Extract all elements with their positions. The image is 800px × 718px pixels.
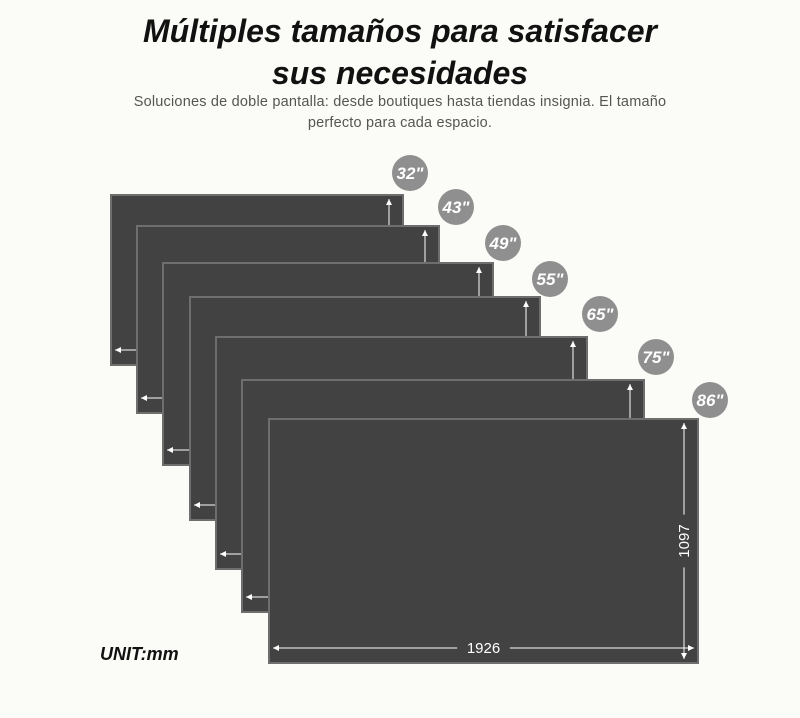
size-badge [532,261,568,297]
height-label: 1097 [676,524,693,557]
arrow-up-icon [570,341,576,347]
arrow-up-icon [422,230,428,236]
size-badge-label: 49" [489,234,518,253]
arrow-left-icon [220,551,226,557]
screen-rect [268,418,699,664]
width-label-gap [457,640,510,656]
size-badge [692,382,728,418]
title-line-1: Múltiples tamaños para satisfacer [143,13,657,49]
size-badge-label: 43" [442,198,471,217]
size-badge-label: 32" [397,164,425,183]
size-badge [582,296,618,332]
arrow-right-icon [688,645,694,651]
arrow-left-icon [115,347,121,353]
arrow-up-icon [681,423,687,429]
arrow-left-icon [167,447,173,453]
size-badge [438,189,474,225]
arrow-up-icon [523,301,529,307]
subtitle: Soluciones de doble pantalla: desde bout… [133,94,667,131]
title-line-2: sus necesidades [271,55,529,91]
arrow-down-icon [681,653,687,659]
unit-label: UNIT:mm [100,644,179,664]
size-badge [485,225,521,261]
arrow-left-icon [141,395,147,401]
size-badge-label: 75" [643,348,671,367]
size-badge [392,155,428,191]
size-badge [638,339,674,375]
width-label: 1926 [467,640,500,657]
page-title: Múltiples tamaños para satisfacer sus ne… [0,10,800,94]
size-badge-label: 86" [697,391,725,410]
size-badge-label: 55" [537,270,565,289]
arrow-up-icon [476,267,482,273]
arrow-up-icon [386,199,392,205]
arrow-left-icon [194,502,200,508]
size-badge-label: 65" [587,305,615,324]
arrow-left-icon [273,645,279,651]
arrow-left-icon [246,594,252,600]
arrow-up-icon [627,384,633,390]
height-label-gap [676,514,692,568]
screen-7: 1926 1097 86" [268,382,728,664]
